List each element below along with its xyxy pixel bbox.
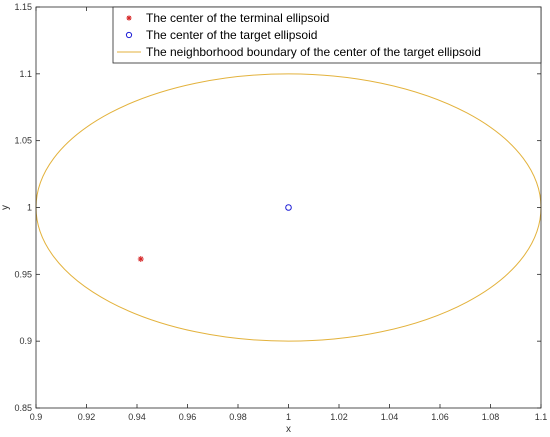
x-tick-label: 1 [286, 412, 291, 422]
legend-marker-circle [125, 31, 133, 39]
legend-entry-label: The center of the terminal ellipsoid [146, 11, 329, 25]
legend-box [112, 6, 542, 64]
x-tick-label: 1.08 [482, 412, 500, 422]
y-tick-label: 1.1 [19, 69, 32, 79]
y-tick-label: 1.05 [14, 136, 32, 146]
x-tick-label: 1.06 [431, 412, 449, 422]
target-center-point [285, 204, 292, 211]
y-tick-label: 0.9 [19, 336, 32, 346]
x-tick-label: 0.9 [30, 412, 43, 422]
x-tick-label: 0.98 [229, 412, 247, 422]
y-tick-label: 0.95 [14, 269, 32, 279]
x-tick-label: 0.92 [78, 412, 96, 422]
x-tick-label: 1.04 [381, 412, 399, 422]
legend-entry-label: The center of the target ellipsoid [146, 28, 317, 42]
x-tick-label: 1.1 [535, 412, 548, 422]
x-tick-label: 0.94 [128, 412, 146, 422]
x-tick-label: 1.02 [330, 412, 348, 422]
y-tick-label: 0.85 [14, 403, 32, 413]
terminal-center-point [137, 255, 144, 262]
legend-marker-star [126, 15, 132, 21]
y-axis-label: y [0, 205, 11, 210]
legend: The center of the terminal ellipsoid The … [112, 6, 542, 64]
x-axis-label: x [286, 424, 291, 435]
y-tick-label: 1.15 [14, 2, 32, 12]
x-tick-label: 0.96 [179, 412, 197, 422]
y-tick-label: 1 [27, 203, 32, 213]
legend-entry-label: The neighborhood boundary of the center … [146, 45, 481, 59]
